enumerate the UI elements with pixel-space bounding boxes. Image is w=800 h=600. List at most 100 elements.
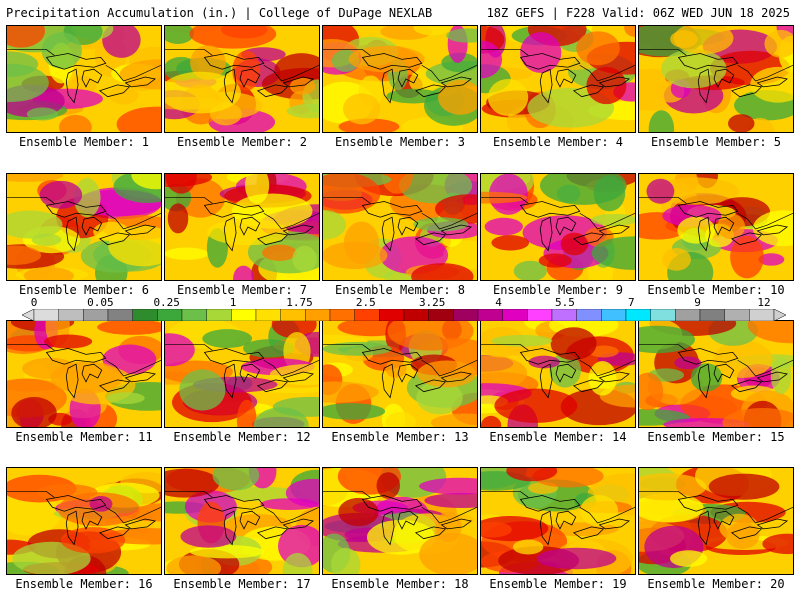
- colorbar-tick-label: 4: [495, 296, 502, 309]
- colorbar-swatch: [379, 309, 405, 321]
- great-lakes-outline: [203, 53, 315, 104]
- border-line: [639, 491, 793, 524]
- colorbar-swatch: [231, 309, 257, 321]
- member-label: Ensemble Member: 15: [647, 430, 785, 444]
- colorbar-tick-label: 5.5: [554, 296, 575, 309]
- colorbar-swatch: [403, 309, 429, 321]
- ensemble-map-panel: [6, 25, 162, 133]
- precip-field: [323, 26, 477, 132]
- great-lakes-outline: [203, 201, 315, 252]
- colorbar-swatch: [206, 309, 232, 321]
- precip-field: [323, 174, 477, 280]
- border-line: [323, 491, 477, 524]
- great-lakes-outline: [203, 495, 315, 546]
- ensemble-map-panel: [638, 467, 794, 575]
- member-label: Ensemble Member: 9: [492, 283, 624, 297]
- great-lakes-outline: [203, 348, 315, 399]
- precip-field: [639, 174, 793, 280]
- colorbar-swatch: [551, 309, 577, 321]
- great-lakes-outline: [361, 495, 473, 546]
- colorbar-swatch: [58, 309, 84, 321]
- colorbar-tick-label: 1.75: [286, 296, 313, 309]
- colorbar-swatch: [305, 309, 331, 321]
- great-lakes-outline: [45, 348, 157, 399]
- precip-field: [7, 174, 161, 280]
- precip-field: [7, 321, 161, 427]
- ensemble-map-panel: [480, 173, 636, 281]
- colorbar-max-arrow: [773, 309, 786, 321]
- ensemble-map-panel: [164, 467, 320, 575]
- precip-field: [165, 321, 319, 427]
- colorbar-swatch: [132, 309, 158, 321]
- colorbar-swatch: [428, 309, 454, 321]
- colorbar-swatch: [33, 309, 59, 321]
- colorbar-tick-label: 0.25: [153, 296, 180, 309]
- colorbar-swatch: [675, 309, 701, 321]
- colorbar-swatch: [724, 309, 750, 321]
- precip-field: [323, 468, 477, 574]
- ensemble-map-panel: [164, 320, 320, 428]
- run-info: 18Z GEFS | F228 Valid: 06Z WED JUN 18 20…: [486, 6, 790, 20]
- colorbar-swatch: [477, 309, 503, 321]
- colorbar-swatch: [650, 309, 676, 321]
- colorbar-swatch: [83, 309, 109, 321]
- member-label: Ensemble Member: 7: [176, 283, 308, 297]
- precip-field: [481, 174, 635, 280]
- member-label: Ensemble Member: 4: [492, 135, 624, 149]
- precip-colorbar: [22, 309, 786, 321]
- ensemble-map-panel: [6, 467, 162, 575]
- great-lakes-outline: [45, 495, 157, 546]
- ensemble-map-panel: [6, 320, 162, 428]
- great-lakes-outline: [361, 348, 473, 399]
- ensemble-map-panel: [638, 320, 794, 428]
- border-line: [639, 49, 793, 82]
- colorbar-tick-label: 0.05: [87, 296, 114, 309]
- colorbar-swatch: [181, 309, 207, 321]
- great-lakes-outline: [519, 495, 631, 546]
- precip-field: [7, 468, 161, 574]
- great-lakes-outline: [677, 348, 789, 399]
- member-label: Ensemble Member: 3: [334, 135, 466, 149]
- precip-field: [165, 468, 319, 574]
- precip-field: [165, 174, 319, 280]
- border-line: [165, 197, 319, 230]
- great-lakes-outline: [677, 201, 789, 252]
- colorbar-swatch: [699, 309, 725, 321]
- border-line: [7, 344, 161, 377]
- member-label: Ensemble Member: 12: [173, 430, 311, 444]
- border-line: [481, 49, 635, 82]
- great-lakes-outline: [45, 53, 157, 104]
- colorbar-swatch: [255, 309, 281, 321]
- colorbar-swatch: [601, 309, 627, 321]
- member-label: Ensemble Member: 6: [18, 283, 150, 297]
- colorbar-tick-label: 7: [627, 296, 635, 309]
- member-label: Ensemble Member: 19: [489, 577, 627, 591]
- border-line: [323, 49, 477, 82]
- colorbar-tick-label: 9: [694, 296, 701, 309]
- member-label: Ensemble Member: 18: [331, 577, 469, 591]
- member-label: Ensemble Member: 14: [489, 430, 627, 444]
- ensemble-map-panel: [322, 25, 478, 133]
- member-label: Ensemble Member: 10: [647, 283, 785, 297]
- member-label: Ensemble Member: 16: [15, 577, 153, 591]
- colorbar-swatch: [157, 309, 183, 321]
- border-line: [165, 344, 319, 377]
- member-label: Ensemble Member: 17: [173, 577, 311, 591]
- ensemble-map-panel: [480, 467, 636, 575]
- border-line: [481, 491, 635, 524]
- great-lakes-outline: [361, 53, 473, 104]
- ensemble-map-panel: [322, 320, 478, 428]
- ensemble-map-panel: [480, 25, 636, 133]
- colorbar-swatch: [329, 309, 355, 321]
- border-line: [323, 197, 477, 230]
- great-lakes-outline: [677, 495, 789, 546]
- colorbar-swatch: [749, 309, 775, 321]
- ensemble-map-panel: [638, 173, 794, 281]
- member-label: Ensemble Member: 13: [331, 430, 469, 444]
- ensemble-map-panel: [164, 173, 320, 281]
- colorbar-tick-label: 2.5: [355, 296, 376, 309]
- ensemble-map-panel: [322, 467, 478, 575]
- colorbar-tick-label: 0: [30, 296, 38, 309]
- ensemble-map-panel: [480, 320, 636, 428]
- great-lakes-outline: [519, 53, 631, 104]
